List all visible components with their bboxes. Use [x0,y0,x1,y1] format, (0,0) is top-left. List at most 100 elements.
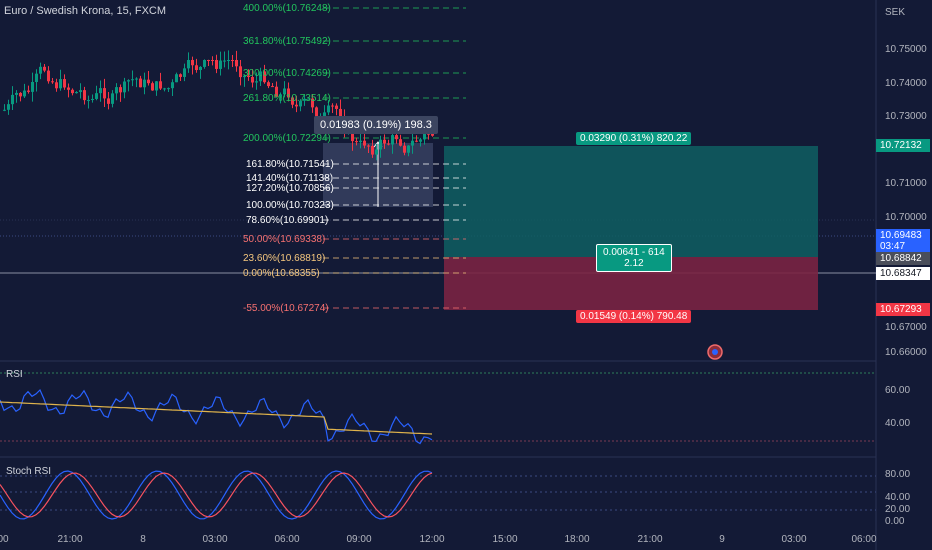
price-tick: 10.75000 [885,44,927,55]
candle-body [35,73,38,82]
low-price-tag: 10.68347 [876,267,930,280]
candle-body [371,145,374,155]
candle-body [379,139,382,150]
fib-level-label: 141.40%(10.71138) [246,173,334,184]
current-price-tag: 10.69483 03:47 [876,229,930,253]
rsi-ma-line [0,401,433,435]
risk-reward-value: 0.00641 - 614 [603,247,665,258]
candle-body [367,145,370,147]
candle-body [191,60,194,66]
time-tick: 9 [719,534,725,545]
price-tick: 10.66000 [885,347,927,358]
candle-body [311,98,314,108]
candle-body [115,87,118,94]
candle-body [71,89,74,94]
rsi-tick: 60.00 [885,385,911,396]
candle-body [63,79,66,88]
candle-body [7,104,10,110]
candle-body [199,66,202,71]
candle-body [339,108,342,118]
candle-body [375,149,378,155]
candle-body [387,143,390,145]
candle-body [67,87,70,90]
candle-body [27,90,30,92]
fib-level-label: 78.60%(10.69901) [246,215,329,226]
candle-body [327,105,330,113]
candle-body [287,88,290,98]
candle-body [151,83,154,91]
candle-body [147,79,150,84]
candle-body [31,81,34,92]
fib-level-label: 400.00%(10.76248) [243,3,331,14]
candle-body [275,86,278,97]
time-tick: 15:00 [492,534,518,545]
candle-body [235,60,238,67]
fib-level-label: 300.00%(10.74269) [243,68,331,79]
candle-body [411,140,414,146]
stoch-rsi-title[interactable]: Stoch RSI [6,466,52,477]
candle-body [123,81,126,93]
candle-body [227,60,230,61]
candle-body [231,60,234,61]
candle-body [415,140,418,142]
candle-body [355,141,358,143]
candle-body [351,130,354,142]
candle-body [255,81,258,83]
fib-level-label: 0.00%(10.68355) [243,268,320,279]
candle-body [59,79,62,89]
candle-body [431,133,434,136]
candle-body [15,92,18,95]
candle-body [331,105,334,107]
candle-body [167,88,170,90]
candle-body [131,79,134,81]
candle-body [83,90,86,101]
candle-body [219,60,222,69]
price-tick: 10.70000 [885,212,927,223]
fib-level-label: -55.00%(10.67274) [243,303,329,314]
candle-body [427,133,430,135]
candle-body [95,93,98,99]
candle-body [143,79,146,88]
candle-body [39,66,42,74]
candle-body [155,81,158,91]
current-price: 10.69483 [880,230,922,241]
candle-body [139,78,142,88]
candle-body [243,75,246,78]
candle-body [3,109,6,111]
candle-body [291,97,294,105]
candle-body [75,92,78,94]
risk-reward-label[interactable]: 0.00641 - 614 2.12 [596,244,672,272]
candle-body [383,139,386,144]
stoch-tick: 20.00 [885,504,911,515]
candle-body [359,140,362,143]
target-zone[interactable] [444,146,818,257]
candle-body [335,105,338,109]
candle-body [187,60,190,69]
candle-body [47,70,50,82]
candle-body [211,60,214,61]
price-tick: 10.71000 [885,178,927,189]
rsi-line [0,388,433,445]
time-tick: 09:00 [346,534,372,545]
candle-body [299,100,302,107]
candle-body [203,60,206,67]
time-tick: 12:00 [419,534,445,545]
fib-level-label: 127.20%(10.70856) [246,183,334,194]
stoch-d-line [0,472,433,518]
candle-body [51,81,54,83]
candle-body [55,82,58,89]
time-tick: 06:00 [274,534,300,545]
time-tick: 06:00 [851,534,877,545]
candle-body [323,112,326,118]
entry-price-tag: 10.68842 [876,252,930,265]
time-tick: 21:00 [637,534,663,545]
symbol-title[interactable]: Euro / Swedish Krona, 15, FXCM [4,5,167,17]
candle-body [407,145,410,153]
fib-level-label: 23.60%(10.68819) [243,253,326,264]
candle-body [119,87,122,93]
rsi-tick: 40.00 [885,418,911,429]
time-tick: 21:00 [57,534,83,545]
rsi-title[interactable]: RSI [6,369,23,380]
